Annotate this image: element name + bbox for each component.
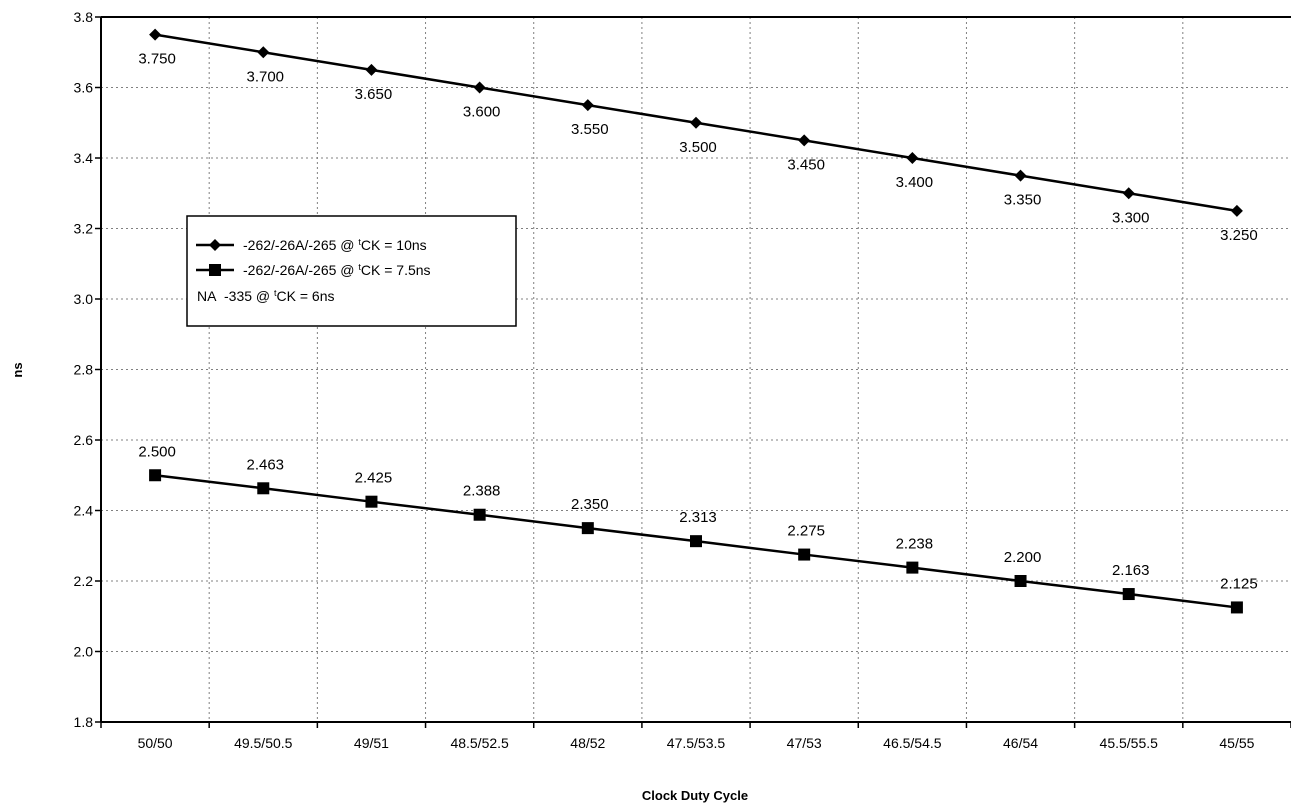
- data-label: 3.250: [1220, 227, 1258, 244]
- legend-entry-1: -262/-26A/-265 @ tCK = 10ns: [196, 237, 427, 253]
- data-label: 3.750: [138, 51, 176, 68]
- diamond-marker: [690, 116, 702, 129]
- y-tick-label: 3.8: [74, 9, 94, 25]
- legend-box: [186, 215, 517, 327]
- square-marker: [1230, 601, 1243, 614]
- square-marker: [581, 522, 594, 535]
- data-label: 3.400: [896, 174, 934, 191]
- data-label: 2.350: [571, 496, 609, 513]
- x-tick-label: 49/51: [354, 735, 389, 751]
- x-axis-ticks: 50/50 49.5/50.5 49/51 48.5/52.5 48/52 47.5/53…: [138, 735, 1255, 751]
- legend: -262/-26A/-265 @ tCK = 10ns -262/-26A/-2…: [186, 215, 517, 327]
- y-tick-label: 3.0: [74, 291, 94, 307]
- legend-na-marker: NA: [197, 288, 217, 304]
- data-label: 2.275: [787, 523, 825, 540]
- x-tick-label: 47/53: [787, 735, 822, 751]
- x-tick-label: 48.5/52.5: [450, 735, 509, 751]
- y-tick-label: 2.4: [74, 503, 94, 519]
- y-axis-title: ns: [10, 362, 25, 377]
- axes: [95, 16, 1291, 728]
- y-tick-label: 2.2: [74, 573, 94, 589]
- legend-diamond-marker: [209, 239, 221, 251]
- data-label: 2.388: [463, 483, 501, 500]
- data-label: 3.350: [1004, 192, 1042, 209]
- data-labels: 3.750 3.700 3.650 3.600 3.550 3.500 3.450 3.400…: [138, 51, 1257, 593]
- data-label: 2.238: [896, 536, 934, 553]
- diamond-marker: [149, 28, 162, 41]
- diamond-marker: [1014, 169, 1027, 182]
- legend-square-marker: [209, 264, 221, 276]
- square-marker: [1122, 588, 1135, 601]
- diamond-marker: [257, 46, 270, 59]
- x-axis-title: Clock Duty Cycle: [642, 788, 748, 803]
- legend-label-1: -262/-26A/-265 @ tCK = 10ns: [243, 237, 427, 253]
- square-marker: [473, 508, 486, 521]
- diamond-marker: [1122, 187, 1135, 200]
- y-tick-label: 2.0: [74, 644, 94, 660]
- x-tick-label: 49.5/50.5: [234, 735, 293, 751]
- data-label: 3.300: [1112, 209, 1150, 226]
- legend-entry-3: NA -335 @ tCK = 6ns: [197, 288, 335, 304]
- data-label: 2.125: [1220, 575, 1258, 592]
- square-marker: [257, 482, 270, 495]
- data-label: 3.500: [679, 139, 717, 156]
- legend-label-2: -262/-26A/-265 @ tCK = 7.5ns: [243, 262, 431, 278]
- data-label: 2.313: [679, 509, 717, 526]
- diamond-marker: [365, 63, 378, 76]
- y-axis-ticks: 1.8 2.0 2.2 2.4 2.6 2.8 3.0 3.2 3.4 3.6 3.8: [74, 9, 94, 730]
- square-marker: [690, 535, 702, 548]
- legend-entry-2: -262/-26A/-265 @ tCK = 7.5ns: [196, 262, 431, 278]
- diamond-marker: [581, 99, 594, 112]
- diamond-marker: [798, 134, 811, 147]
- data-label: 3.650: [355, 86, 393, 103]
- y-tick-label: 1.8: [74, 714, 94, 730]
- y-tick-label: 2.6: [74, 432, 94, 448]
- legend-label-3: -335 @ tCK = 6ns: [224, 288, 335, 304]
- data-label: 2.200: [1004, 549, 1042, 566]
- square-marker: [149, 469, 162, 482]
- data-label: 2.463: [246, 456, 284, 473]
- diamond-marker: [1230, 204, 1243, 217]
- data-label: 3.550: [571, 121, 609, 138]
- x-tick-label: 45.5/55.5: [1100, 735, 1159, 751]
- x-tick-label: 48/52: [570, 735, 605, 751]
- x-tick-label: 46/54: [1003, 735, 1038, 751]
- diamond-marker: [906, 152, 919, 164]
- diamond-marker: [473, 81, 486, 94]
- square-marker: [365, 495, 378, 508]
- series-layer: [149, 28, 1243, 614]
- square-marker: [1014, 575, 1027, 587]
- square-marker: [906, 561, 919, 574]
- data-label: 2.500: [138, 443, 176, 460]
- data-label: 3.450: [787, 156, 825, 173]
- x-tick-label: 47.5/53.5: [667, 735, 726, 751]
- data-label: 3.600: [463, 104, 501, 121]
- y-tick-label: 3.4: [74, 150, 94, 166]
- y-tick-label: 3.6: [74, 80, 94, 96]
- data-label: 2.163: [1112, 562, 1150, 579]
- x-tick-label: 50/50: [138, 735, 173, 751]
- x-tick-label: 46.5/54.5: [883, 735, 942, 751]
- x-tick-label: 45/55: [1219, 735, 1254, 751]
- data-label: 3.700: [246, 68, 284, 85]
- y-tick-label: 3.2: [74, 221, 94, 237]
- y-tick-label: 2.8: [74, 362, 94, 378]
- square-marker: [798, 548, 811, 561]
- data-label: 2.425: [355, 470, 393, 487]
